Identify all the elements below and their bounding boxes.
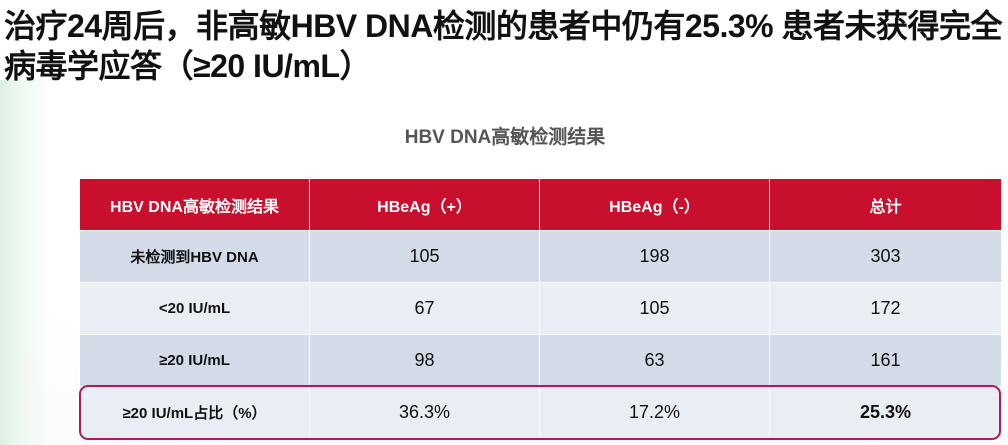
total-percentage-cell: 25.3% <box>769 386 1002 439</box>
table-caption: HBV DNA高敏检测结果 <box>404 127 606 148</box>
decorative-side-gradient <box>0 80 52 445</box>
table-cell: 36.3% <box>309 386 540 439</box>
table-cell: 63 <box>539 334 770 387</box>
table-cell: 17.2% <box>539 386 770 439</box>
table-row: ≥20 IU/mL 98 63 161 <box>79 334 1002 387</box>
table-cell: 98 <box>309 334 540 387</box>
table-row-highlighted: ≥20 IU/mL占比（%） 36.3% 17.2% 25.3% <box>79 386 1002 439</box>
row-label: ≥20 IU/mL <box>79 334 310 387</box>
table-cell: 172 <box>769 282 1002 335</box>
header-cell-total: 总计 <box>769 178 1002 231</box>
table-header-row: HBV DNA高敏检测结果 HBeAg（+） HBeAg（-） 总计 <box>79 178 1002 231</box>
header-cell-hbeag-negative: HBeAg（-） <box>539 178 770 231</box>
results-table: HBV DNA高敏检测结果 HBeAg（+） HBeAg（-） 总计 未检测到H… <box>79 178 1002 439</box>
table-cell: 303 <box>769 230 1002 283</box>
row-label: ≥20 IU/mL占比（%） <box>79 386 310 439</box>
row-label: 未检测到HBV DNA <box>79 230 310 283</box>
table-cell: 67 <box>309 282 540 335</box>
table-cell: 161 <box>769 334 1002 387</box>
table-cell: 105 <box>539 282 770 335</box>
table-row: 未检测到HBV DNA 105 198 303 <box>79 230 1002 283</box>
header-cell-hbeag-positive: HBeAg（+） <box>309 178 540 231</box>
table-cell: 105 <box>309 230 540 283</box>
table-cell: 198 <box>539 230 770 283</box>
header-cell-category: HBV DNA高敏检测结果 <box>79 178 310 231</box>
slide-title: 治疗24周后，非高敏HBV DNA检测的患者中仍有25.3% 患者未获得完全病毒… <box>4 8 1003 84</box>
table-row: <20 IU/mL 67 105 172 <box>79 282 1002 335</box>
row-label: <20 IU/mL <box>79 282 310 335</box>
